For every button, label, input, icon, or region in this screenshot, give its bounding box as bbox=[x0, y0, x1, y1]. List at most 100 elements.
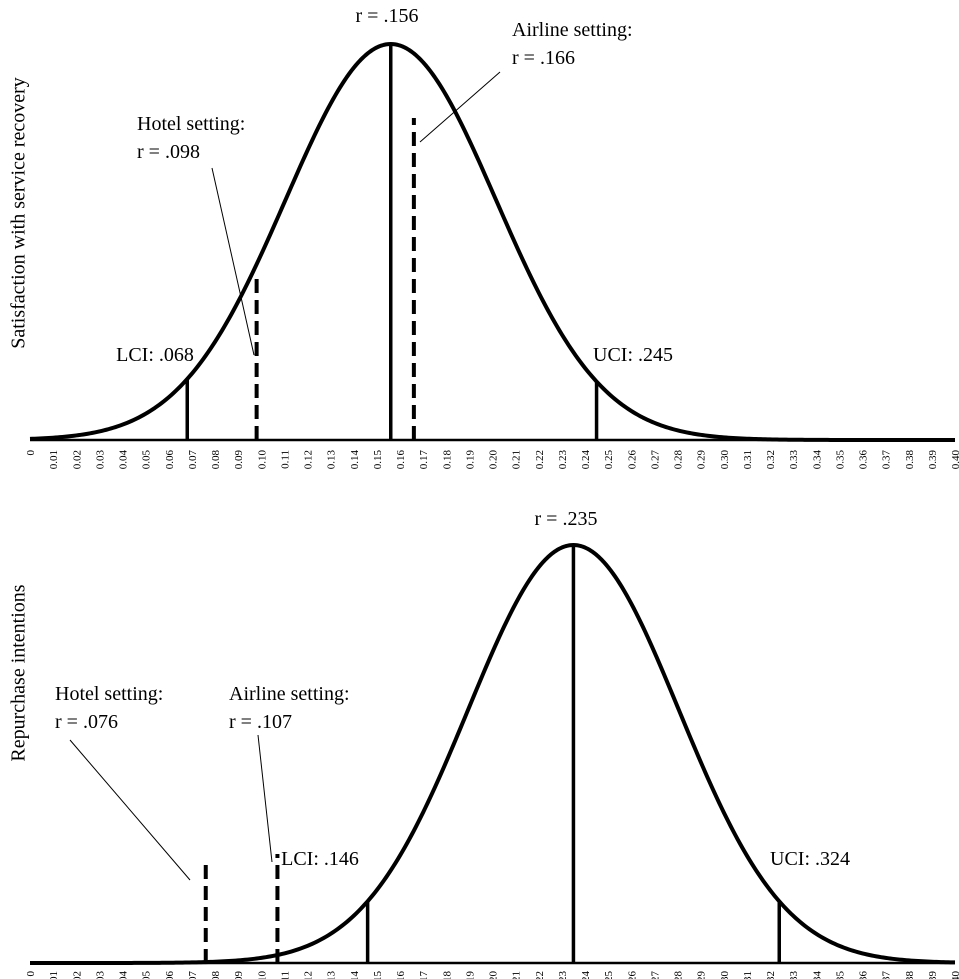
x-tick-label: 0.09 bbox=[233, 971, 245, 979]
x-tick-label: 0.34 bbox=[811, 450, 823, 470]
x-tick-label: 0.26 bbox=[626, 971, 638, 979]
x-tick-label: 0.12 bbox=[303, 450, 315, 469]
chart-panel-repurchase: Repurchase intentions 0 0.01 0.02 0.03 0.04 0.… bbox=[8, 508, 959, 979]
airline-setting-value: r = .107 bbox=[229, 711, 292, 733]
x-tick-label: 0.36 bbox=[858, 971, 870, 979]
x-tick-label: 0.03 bbox=[94, 450, 106, 470]
x-tick-label: 0.05 bbox=[141, 971, 153, 979]
y-axis-label: Satisfaction with service recovery bbox=[8, 77, 30, 349]
x-tick-label: 0.12 bbox=[303, 971, 315, 979]
x-tick-label: 0.29 bbox=[696, 971, 708, 979]
x-tick-label: 0.38 bbox=[904, 450, 916, 470]
x-tick-label: 0.39 bbox=[927, 971, 939, 979]
x-tick-label: 0.24 bbox=[580, 971, 592, 979]
y-axis-label: Repurchase intentions bbox=[8, 584, 30, 761]
x-tick-label: 0.25 bbox=[603, 450, 615, 470]
x-tick-label: 0.35 bbox=[834, 971, 846, 979]
x-tick-label: 0.16 bbox=[395, 971, 407, 979]
x-tick-label: 0.31 bbox=[742, 971, 754, 979]
x-tick-label: 0 bbox=[25, 450, 37, 456]
x-tick-label: 0.28 bbox=[673, 450, 685, 470]
x-tick-label: 0.15 bbox=[372, 450, 384, 470]
x-tick-label: 0.06 bbox=[164, 450, 176, 470]
x-tick-label: 0.28 bbox=[673, 971, 685, 979]
mean-label: r = .235 bbox=[535, 508, 598, 530]
x-tick-label: 0.26 bbox=[626, 450, 638, 470]
airline-setting-value: r = .166 bbox=[512, 47, 575, 69]
x-tick-label: 0.01 bbox=[48, 450, 60, 469]
x-tick-label: 0.27 bbox=[649, 971, 661, 979]
x-tick-label: 0.15 bbox=[372, 971, 384, 979]
distribution-curve bbox=[30, 543, 956, 965]
hotel-setting-value: r = .076 bbox=[55, 711, 118, 733]
x-tick-label: 0.22 bbox=[534, 971, 546, 979]
x-tick-label: 0.09 bbox=[233, 450, 245, 470]
hotel-setting-label: Hotel setting: bbox=[137, 113, 245, 135]
x-tick-label: 0.30 bbox=[719, 450, 731, 470]
x-tick-label: 0.21 bbox=[511, 971, 523, 979]
x-tick-label: 0.33 bbox=[788, 450, 800, 470]
x-tick-label: 0.27 bbox=[649, 450, 661, 470]
x-tick-label: 0.20 bbox=[488, 450, 500, 470]
x-tick-label: 0.21 bbox=[511, 450, 523, 469]
x-tick-label: 0.29 bbox=[696, 450, 708, 470]
x-tick-label: 0.40 bbox=[950, 450, 959, 470]
x-tick-label: 0.32 bbox=[765, 971, 777, 979]
x-tick-label: 0.03 bbox=[94, 971, 106, 979]
x-tick-label: 0.40 bbox=[950, 971, 959, 979]
x-tick-label: 0.13 bbox=[326, 971, 338, 979]
x-tick-label: 0.08 bbox=[210, 971, 222, 979]
airline-setting-label: Airline setting: bbox=[512, 19, 633, 41]
x-tick-label: 0.37 bbox=[881, 450, 893, 470]
x-tick-label: 0.24 bbox=[580, 450, 592, 470]
airline-setting-label: Airline setting: bbox=[229, 683, 350, 705]
x-tick-label: 0.14 bbox=[349, 971, 361, 979]
mean-label: r = .156 bbox=[356, 5, 419, 27]
hotel-setting-value: r = .098 bbox=[137, 141, 200, 163]
uci-label: UCI: .324 bbox=[770, 848, 850, 870]
x-tick-label: 0.31 bbox=[742, 450, 754, 469]
x-tick-label: 0.19 bbox=[464, 450, 476, 470]
x-tick-label: 0.08 bbox=[210, 450, 222, 470]
chart-panel-satisfaction: Satisfaction with service recovery 0 0.01 0… bbox=[8, 5, 959, 469]
uci-label: UCI: .245 bbox=[593, 344, 673, 366]
x-tick-label: 0.38 bbox=[904, 971, 916, 979]
x-tick-label: 0 bbox=[25, 971, 37, 977]
lci-label: LCI: .068 bbox=[116, 344, 194, 366]
x-tick-label: 0.32 bbox=[765, 450, 777, 469]
x-tick-label: 0.30 bbox=[719, 971, 731, 979]
x-tick-label: 0.10 bbox=[256, 450, 268, 470]
hotel-leader-line bbox=[69, 739, 191, 881]
x-tick-label: 0.22 bbox=[534, 450, 546, 469]
x-tick-label: 0.39 bbox=[927, 450, 939, 470]
x-tick-label: 0.07 bbox=[187, 450, 199, 470]
x-tick-label: 0.13 bbox=[326, 450, 338, 470]
x-tick-label: 0.37 bbox=[881, 971, 893, 979]
x-tick-label: 0.34 bbox=[811, 971, 823, 979]
airline-leader-line bbox=[419, 71, 501, 143]
x-tick-label: 0.02 bbox=[71, 971, 83, 979]
x-tick-label: 0.02 bbox=[71, 450, 83, 469]
x-tick-label: 0.20 bbox=[488, 971, 500, 979]
x-tick-label: 0.10 bbox=[256, 971, 268, 979]
airline-leader-line bbox=[257, 734, 273, 863]
x-tick-label: 0.35 bbox=[834, 450, 846, 470]
hotel-leader-line bbox=[211, 167, 255, 356]
x-tick-label: 0.25 bbox=[603, 971, 615, 979]
x-tick-label: 0.11 bbox=[279, 971, 291, 979]
x-tick-label: 0.23 bbox=[557, 971, 569, 979]
x-tick-label: 0.01 bbox=[48, 971, 60, 979]
x-tick-label: 0.04 bbox=[118, 971, 130, 979]
distribution-curve bbox=[29, 42, 955, 442]
x-tick-label: 0.06 bbox=[164, 971, 176, 979]
x-tick-label: 0.23 bbox=[557, 450, 569, 470]
x-tick-label: 0.18 bbox=[441, 450, 453, 470]
x-tick-label: 0.05 bbox=[141, 450, 153, 470]
x-tick-label: 0.33 bbox=[788, 971, 800, 979]
x-tick-label: 0.16 bbox=[395, 450, 407, 470]
x-tick-label: 0.11 bbox=[279, 450, 291, 469]
lci-label: LCI: .146 bbox=[281, 848, 359, 870]
x-tick-label: 0.17 bbox=[418, 450, 430, 470]
x-tick-label: 0.07 bbox=[187, 971, 199, 979]
